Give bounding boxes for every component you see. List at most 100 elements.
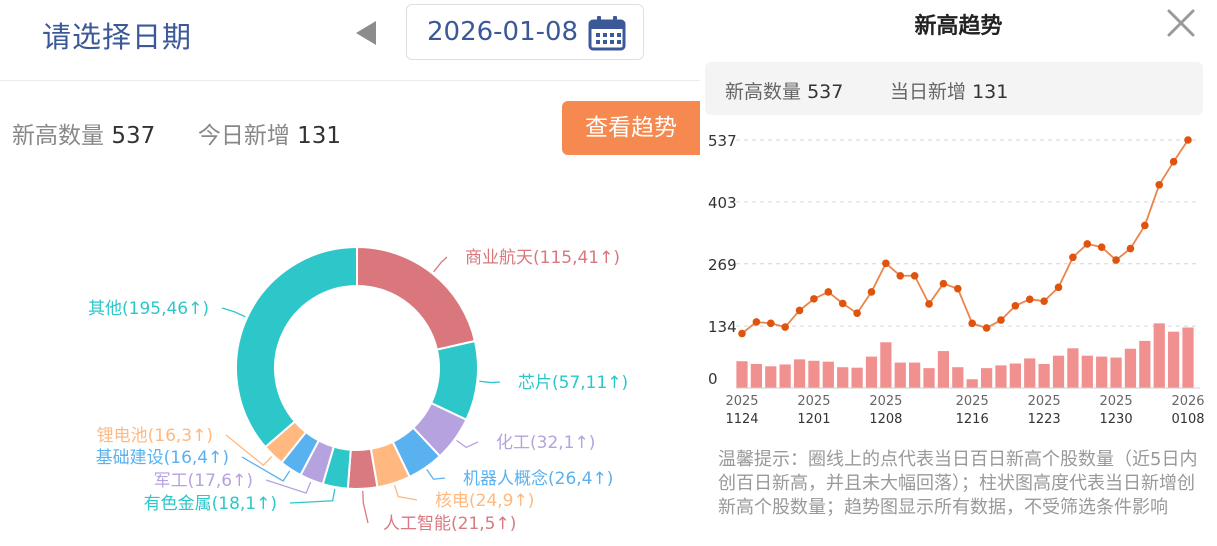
x-tick-date-1: 1201 bbox=[797, 412, 830, 427]
new-high-bar bbox=[909, 362, 921, 388]
high-count-point[interactable] bbox=[1025, 295, 1034, 304]
new-high-bar bbox=[750, 363, 762, 388]
x-tick-date-6: 0108 bbox=[1171, 412, 1204, 427]
new-high-bar bbox=[851, 367, 863, 388]
x-tick-date-4: 1223 bbox=[1028, 412, 1061, 427]
label-line-7 bbox=[265, 479, 312, 494]
x-tick-year-6: 2026 bbox=[1171, 394, 1204, 409]
high-count-point[interactable] bbox=[910, 271, 919, 280]
trend-high-value: 537 bbox=[807, 81, 844, 103]
view-trend-button[interactable]: 查看趋势 bbox=[562, 101, 700, 155]
slice-label-6: 有色金属(18,1↑) bbox=[144, 494, 277, 514]
label-line-2 bbox=[456, 439, 479, 449]
slice-label-2: 化工(32,1↑) bbox=[496, 433, 595, 453]
tip-text: 温馨提示：圈线上的点代表当日百日新高个股数量（近5日内创百日新高，并且未大幅回落… bbox=[718, 449, 1198, 518]
x-tick-year-2: 2025 bbox=[869, 394, 902, 409]
high-count-point[interactable] bbox=[738, 329, 746, 338]
high-count-label: 新高数量 bbox=[12, 123, 104, 149]
trend-panel-title: 新高趋势 bbox=[914, 14, 1003, 39]
date-picker-title: 请选择日期 bbox=[42, 20, 193, 54]
high-count-point[interactable] bbox=[766, 319, 775, 328]
label-line-6 bbox=[289, 488, 336, 504]
y-tick-label-3: 403 bbox=[708, 194, 737, 212]
slice-label-9: 锂电池(16,3↑) bbox=[97, 426, 213, 446]
high-count-value: 537 bbox=[111, 123, 156, 149]
new-high-bar bbox=[793, 359, 806, 388]
trend-high-label: 新高数量 bbox=[725, 81, 802, 103]
high-count-point[interactable] bbox=[1011, 301, 1020, 310]
new-count-value: 131 bbox=[297, 123, 342, 149]
new-high-bar bbox=[952, 367, 964, 388]
high-count-point[interactable] bbox=[982, 324, 991, 332]
calendar-icon[interactable] bbox=[587, 15, 627, 51]
high-count-point[interactable] bbox=[1054, 283, 1063, 292]
new-high-bar bbox=[808, 360, 820, 388]
new-high-bar bbox=[1081, 355, 1093, 388]
header-divider bbox=[0, 80, 700, 81]
triangle-left-icon bbox=[356, 21, 376, 45]
x-tick-date-2: 1208 bbox=[869, 412, 902, 427]
high-count-point[interactable] bbox=[795, 306, 804, 315]
donut-slice-10[interactable] bbox=[235, 245, 358, 449]
high-count-point[interactable] bbox=[1141, 221, 1149, 230]
high-count-point[interactable] bbox=[867, 288, 876, 296]
high-count-point[interactable] bbox=[1169, 157, 1178, 166]
new-high-bar bbox=[880, 342, 892, 388]
high-count-point[interactable] bbox=[824, 288, 833, 296]
high-count-point[interactable] bbox=[997, 316, 1005, 324]
trend-summary-high: 新高数量 537 bbox=[725, 77, 843, 104]
donut-slice-0[interactable] bbox=[356, 245, 477, 351]
close-button[interactable] bbox=[1164, 6, 1198, 40]
new-high-bar bbox=[865, 356, 878, 388]
new-high-bar bbox=[894, 362, 906, 388]
new-high-bar bbox=[1168, 331, 1180, 388]
high-count-point[interactable] bbox=[752, 318, 761, 326]
high-count-point[interactable] bbox=[1097, 243, 1106, 251]
new-high-bar bbox=[966, 379, 978, 388]
high-count-point[interactable] bbox=[939, 279, 948, 288]
new-high-bar bbox=[779, 364, 791, 388]
high-count-point[interactable] bbox=[968, 319, 976, 328]
new-high-bar bbox=[1182, 327, 1194, 388]
high-count-point[interactable] bbox=[925, 300, 933, 308]
high-count-point[interactable] bbox=[1112, 256, 1120, 264]
label-line-0 bbox=[433, 256, 448, 273]
y-tick-label-2: 269 bbox=[708, 256, 737, 274]
y-tick-label-0: 0 bbox=[708, 370, 718, 388]
label-line-5 bbox=[362, 490, 369, 524]
high-count-point[interactable] bbox=[1184, 136, 1192, 144]
new-count-label: 今日新增 bbox=[197, 123, 290, 149]
high-count-point[interactable] bbox=[896, 271, 905, 280]
high-count-point[interactable] bbox=[781, 323, 789, 331]
slice-label-10: 其他(195,46↑) bbox=[88, 299, 209, 319]
trend-chart: 0 134 269 403 537 2025 1124 2025 1201 2025 1208 202… bbox=[708, 132, 1205, 427]
high-count-point[interactable] bbox=[882, 259, 890, 268]
close-icon bbox=[1167, 9, 1195, 37]
high-count-point[interactable] bbox=[1126, 244, 1135, 253]
y-tick-label-1: 134 bbox=[708, 318, 737, 336]
high-count-point[interactable] bbox=[954, 284, 962, 293]
new-high-bar bbox=[995, 365, 1007, 388]
date-input[interactable]: 2026-01-08 bbox=[406, 4, 644, 60]
label-line-1 bbox=[479, 380, 501, 384]
x-tick-year-4: 2025 bbox=[1028, 394, 1061, 409]
stock-high-panel: 请选择日期 2026-01-08 新高数量 537 今日新增 131 查 bbox=[0, 4, 700, 534]
high-count-point[interactable] bbox=[1083, 240, 1092, 248]
new-high-bar bbox=[765, 366, 777, 388]
high-count-point[interactable] bbox=[1069, 253, 1077, 262]
high-count-point[interactable] bbox=[853, 309, 861, 317]
label-line-4 bbox=[393, 484, 418, 501]
stats-line: 新高数量 537 今日新增 131 bbox=[12, 116, 341, 150]
new-high-bar bbox=[1139, 340, 1151, 388]
new-high-bar bbox=[837, 367, 849, 388]
high-count-point[interactable] bbox=[810, 295, 818, 303]
new-high-bar bbox=[937, 351, 950, 388]
high-count-point[interactable] bbox=[1040, 297, 1048, 305]
high-count-point[interactable] bbox=[1155, 180, 1164, 189]
slice-label-5: 人工智能(21,5↑) bbox=[383, 514, 516, 534]
trend-panel: 新高趋势 新高数量 537 当日新增 131 0 134 269 403 537 2025… bbox=[700, 0, 1217, 546]
high-count-point[interactable] bbox=[838, 299, 847, 308]
prev-date-button[interactable] bbox=[352, 18, 382, 48]
new-high-bar bbox=[1067, 348, 1079, 388]
x-tick-date-3: 1216 bbox=[956, 412, 989, 427]
